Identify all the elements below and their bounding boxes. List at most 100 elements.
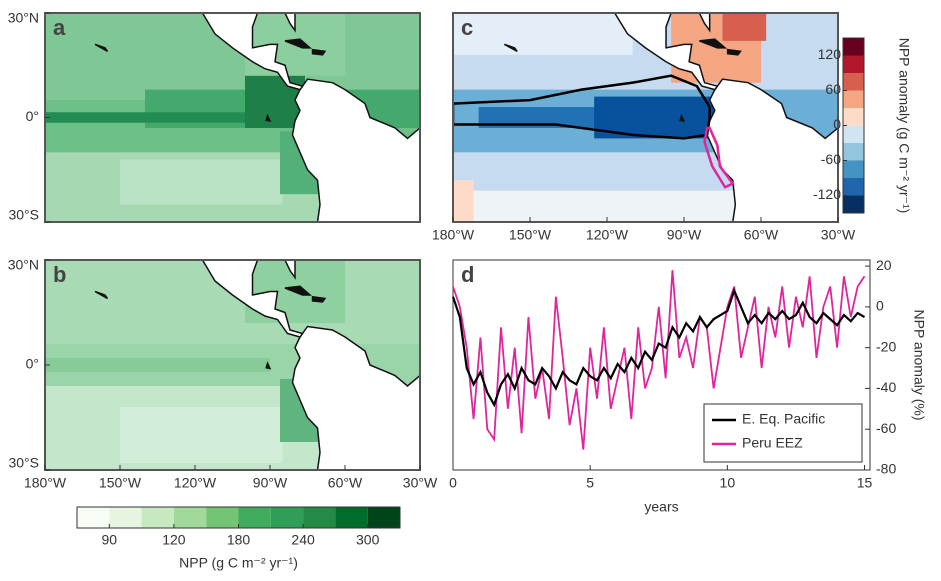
map-field: [453, 13, 838, 222]
island: [265, 361, 272, 370]
legend-label: E. Eq. Pacific: [742, 411, 825, 427]
peru-eez: [703, 126, 735, 189]
ocean-band: [120, 407, 283, 463]
land: [291, 325, 420, 470]
x-tick-label: 180°W: [24, 475, 67, 491]
contour: [453, 74, 711, 140]
island: [699, 38, 728, 49]
map-frame: [452, 12, 839, 223]
colorbar-box: [843, 160, 864, 178]
colorbar-box: [238, 507, 271, 528]
colorbar-box: [173, 507, 207, 528]
colorbar-tick-label: -60: [821, 151, 841, 167]
colorbar-box: [270, 507, 304, 528]
y-axis-label: NPP anomaly (%): [911, 309, 927, 420]
y-tick-label: 30°S: [8, 455, 39, 471]
ocean-band: [453, 13, 633, 55]
colorbar-label: NPP anomaly (g C m⁻² yr⁻¹): [896, 38, 912, 214]
panel-letter: b: [53, 262, 66, 287]
x-tick-label: 30°W: [821, 227, 856, 243]
island: [284, 285, 312, 296]
x-tick-label: 90°W: [253, 475, 288, 491]
colorbar-tick-label: 120: [162, 532, 186, 548]
y-tick-label: -20: [876, 338, 896, 354]
x-tick-label: 180°W: [432, 227, 475, 243]
land: [201, 13, 346, 91]
colorbar-box: [109, 507, 142, 528]
x-tick-label: 5: [586, 475, 594, 491]
land: [201, 260, 346, 338]
island: [94, 290, 109, 300]
land: [291, 78, 420, 222]
y-tick-label: 0: [876, 298, 884, 314]
y-tick-label: 0°: [26, 108, 39, 124]
x-tick-label: 60°W: [328, 475, 363, 491]
x-tick-label: 0: [449, 475, 457, 491]
land: [613, 13, 762, 91]
colorbar-box: [843, 90, 864, 108]
panel-letter: c: [461, 15, 473, 40]
y-tick-label: 20: [876, 257, 892, 273]
colorbar-tick-label: 240: [291, 532, 315, 548]
colorbar-box: [843, 125, 864, 143]
x-tick-label: 120°W: [174, 475, 217, 491]
colorbar-box: [303, 507, 336, 528]
colorbar-box: [335, 507, 368, 528]
y-tick-label: -80: [876, 461, 896, 477]
x-tick-label: 90°W: [667, 227, 702, 243]
series-line: [451, 287, 866, 408]
colorbar-box: [843, 38, 864, 56]
legend-label: Peru EEZ: [742, 435, 803, 451]
x-tick-label: 10: [720, 475, 736, 491]
colorbar-box: [77, 507, 110, 528]
panel-letter: a: [53, 15, 66, 40]
island: [311, 295, 327, 303]
x-tick-label: 150°W: [509, 227, 552, 243]
colorbar-box: [843, 108, 864, 126]
island: [311, 48, 327, 56]
ocean-band: [120, 159, 283, 205]
y-tick-label: -40: [876, 379, 896, 395]
island: [284, 38, 313, 49]
colorbar-tick-label: 0: [833, 116, 841, 132]
map-field: [45, 260, 420, 470]
x-tick-label: 60°W: [744, 227, 779, 243]
x-tick-label: 30°W: [403, 475, 438, 491]
x-tick-label: 15: [857, 475, 873, 491]
x-tick-label: 120°W: [586, 227, 629, 243]
map-field: [45, 13, 420, 222]
legend-box: [703, 403, 863, 463]
island: [726, 48, 742, 56]
island: [503, 43, 518, 52]
island: [94, 43, 109, 52]
y-tick-label: 30°N: [8, 257, 39, 273]
colorbar-box: [843, 143, 864, 161]
colorbar-box: [843, 73, 864, 91]
y-tick-label: -60: [876, 420, 896, 436]
y-tick-label: 30°S: [8, 207, 39, 223]
y-tick-label: 30°N: [8, 10, 39, 26]
y-tick-label: 0°: [26, 356, 39, 372]
colorbar-tick-label: 90: [102, 532, 118, 548]
ocean-band: [722, 13, 767, 41]
ocean-band: [45, 112, 245, 123]
colorbar-box: [367, 507, 400, 528]
colorbar-box: [843, 178, 864, 196]
colorbar-label: NPP (g C m⁻² yr⁻¹): [179, 555, 298, 571]
island: [679, 113, 686, 122]
colorbar-tick-label: -120: [813, 186, 841, 202]
ocean-band: [453, 180, 474, 222]
series-line: [452, 270, 866, 450]
panel-letter: d: [461, 262, 474, 287]
island: [265, 113, 272, 122]
colorbar-box: [843, 195, 864, 213]
colorbar-box: [141, 507, 174, 528]
colorbar-tick-label: 60: [825, 81, 841, 97]
x-axis-label: years: [644, 499, 678, 515]
colorbar-box: [206, 507, 239, 528]
ocean-band: [45, 358, 270, 372]
colorbar-box: [843, 55, 864, 73]
colorbar-tick-label: 180: [227, 532, 251, 548]
x-tick-label: 150°W: [99, 475, 142, 491]
